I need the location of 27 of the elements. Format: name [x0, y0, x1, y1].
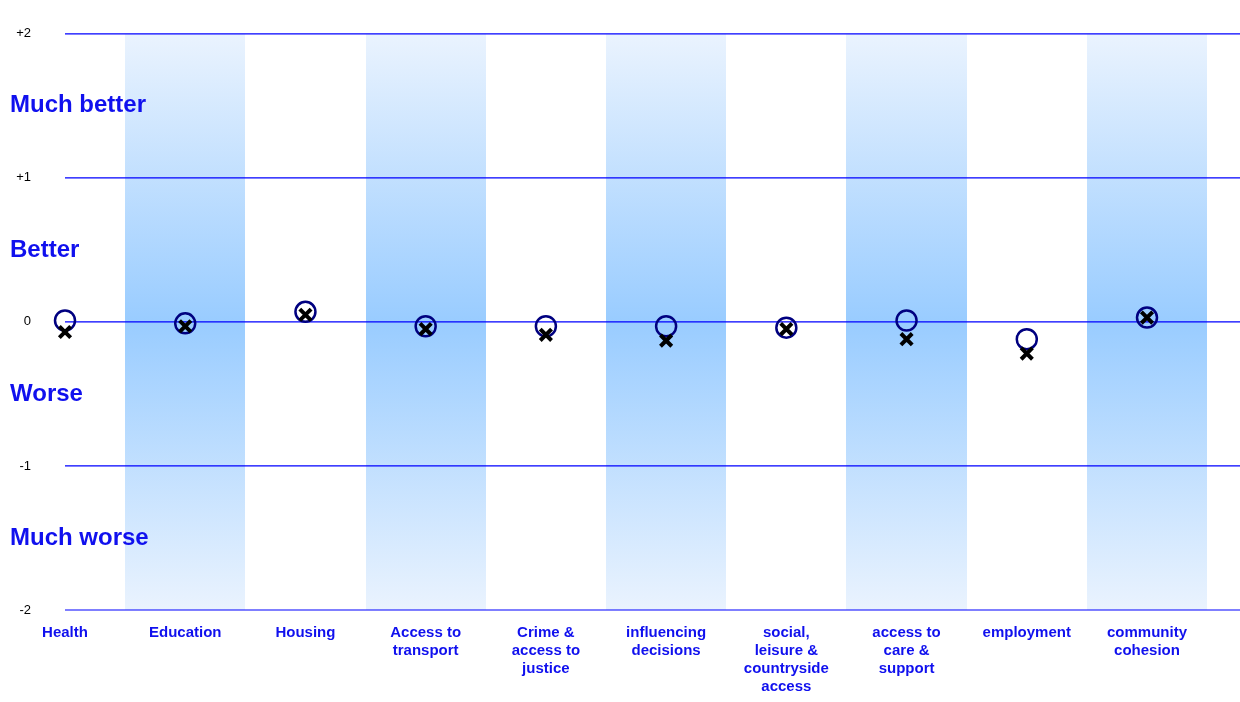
x-tick-label: social, leisure & countryside access [743, 623, 829, 695]
point [57, 324, 73, 340]
y-tick-label: 0 [23, 313, 31, 329]
point [294, 300, 317, 324]
y-tick-label: -1 [19, 457, 31, 473]
x-tick-label: Health [42, 623, 88, 641]
annotation: Better [10, 234, 80, 262]
point [658, 332, 674, 349]
x-tick-label: community cohesion [1106, 623, 1188, 659]
annotation: Much better [10, 90, 147, 118]
annotation: Worse [10, 378, 83, 406]
x-tick-label: Crime & access to justice [511, 623, 581, 677]
y-tick-label: +1 [16, 169, 31, 185]
point [1019, 345, 1035, 362]
x-tick-label: Access to transport [390, 623, 462, 659]
x-tick-label: Education [148, 623, 222, 641]
y-tick-label: -2 [19, 601, 31, 617]
x-tick-label: employment [982, 623, 1071, 641]
y-tick-label: +2 [16, 25, 31, 41]
point [538, 327, 554, 343]
annotation: Much worse [10, 522, 149, 550]
x-tick-label: Housing [275, 623, 336, 641]
point [898, 331, 915, 347]
point [895, 309, 918, 332]
x-tick-label: access to care & support [872, 623, 941, 677]
x-tick-label: influencing decisions [626, 623, 707, 659]
point [775, 316, 798, 339]
